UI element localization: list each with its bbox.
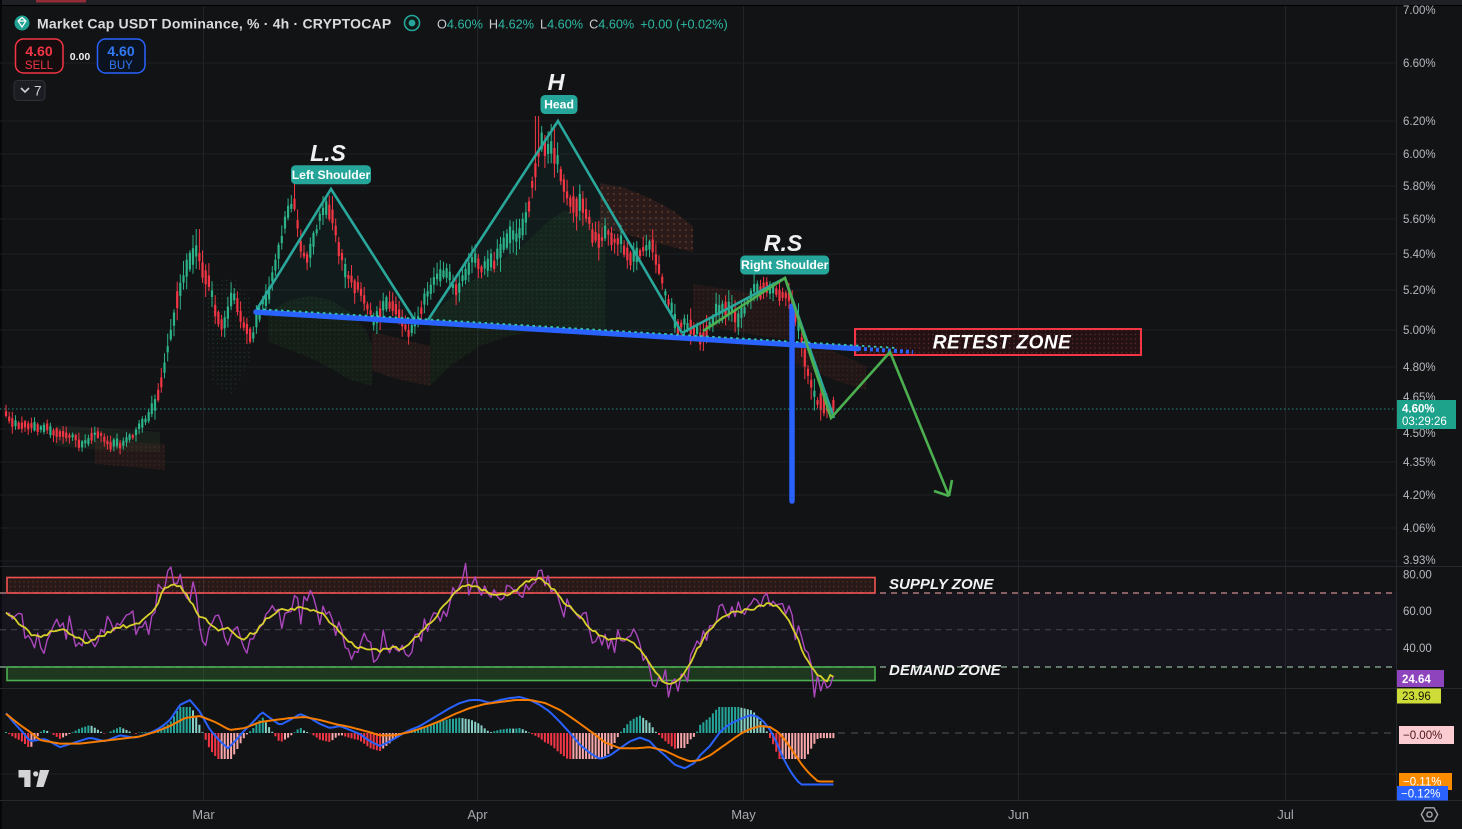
svg-text:5.80%: 5.80% bbox=[1403, 181, 1436, 193]
svg-text:−0.11%: −0.11% bbox=[1403, 777, 1441, 789]
svg-text:Jul: Jul bbox=[1277, 807, 1294, 822]
svg-text:May: May bbox=[731, 807, 756, 822]
svg-text:4.06%: 4.06% bbox=[1403, 523, 1436, 535]
svg-text:60.00: 60.00 bbox=[1403, 606, 1432, 618]
svg-text:40.00: 40.00 bbox=[1403, 643, 1432, 655]
svg-text:Market Cap USDT Dominance, % ·: Market Cap USDT Dominance, % · 4h · CRYP… bbox=[37, 16, 391, 32]
svg-text:5.40%: 5.40% bbox=[1403, 249, 1436, 261]
svg-text:RETEST ZONE: RETEST ZONE bbox=[933, 333, 1072, 354]
svg-text:−0.00%: −0.00% bbox=[1403, 730, 1442, 742]
svg-text:6.60%: 6.60% bbox=[1403, 58, 1436, 70]
svg-text:0.00: 0.00 bbox=[70, 51, 91, 63]
svg-text:4.60: 4.60 bbox=[107, 43, 134, 59]
svg-text:Apr: Apr bbox=[467, 807, 488, 822]
svg-text:4.60%: 4.60% bbox=[1402, 404, 1435, 416]
svg-text:4.50%: 4.50% bbox=[1403, 428, 1436, 440]
svg-text:R.S: R.S bbox=[764, 230, 803, 256]
svg-text:3.93%: 3.93% bbox=[1403, 555, 1436, 567]
svg-text:03:29:26: 03:29:26 bbox=[1402, 416, 1447, 428]
svg-text:80.00: 80.00 bbox=[1403, 570, 1432, 582]
svg-text:5.60%: 5.60% bbox=[1403, 214, 1436, 226]
svg-text:4.35%: 4.35% bbox=[1403, 457, 1436, 469]
svg-text:23.96: 23.96 bbox=[1402, 691, 1431, 703]
svg-text:Mar: Mar bbox=[192, 807, 215, 822]
svg-text:6.20%: 6.20% bbox=[1403, 116, 1436, 128]
svg-text:Head: Head bbox=[544, 98, 574, 112]
svg-text:L.S: L.S bbox=[310, 140, 346, 166]
svg-text:6.00%: 6.00% bbox=[1403, 149, 1436, 161]
svg-text:−0.12%: −0.12% bbox=[1401, 789, 1440, 801]
svg-text:4.60: 4.60 bbox=[25, 43, 52, 59]
svg-text:24.64: 24.64 bbox=[1402, 674, 1431, 686]
svg-text:O4.60%H4.62%L4.60%C4.60%+0.00: O4.60% H4.62% L4.60% C4.60% +0.00 (+0.02%) bbox=[437, 18, 728, 32]
svg-text:Right Shoulder: Right Shoulder bbox=[741, 258, 829, 272]
svg-text:BUY: BUY bbox=[109, 60, 133, 72]
svg-text:SUPPLY ZONE: SUPPLY ZONE bbox=[889, 576, 994, 593]
svg-text:4.80%: 4.80% bbox=[1403, 362, 1436, 374]
svg-text:7: 7 bbox=[34, 84, 42, 99]
svg-text:5.00%: 5.00% bbox=[1403, 325, 1436, 337]
svg-text:7.00%: 7.00% bbox=[1403, 5, 1436, 17]
svg-text:4.20%: 4.20% bbox=[1403, 490, 1436, 502]
svg-text:Left Shoulder: Left Shoulder bbox=[292, 168, 371, 182]
svg-text:SELL: SELL bbox=[25, 60, 54, 72]
svg-text:5.20%: 5.20% bbox=[1403, 285, 1436, 297]
svg-text:Jun: Jun bbox=[1008, 807, 1029, 822]
svg-text:DEMAND ZONE: DEMAND ZONE bbox=[889, 662, 1002, 679]
svg-text:H: H bbox=[548, 69, 566, 95]
